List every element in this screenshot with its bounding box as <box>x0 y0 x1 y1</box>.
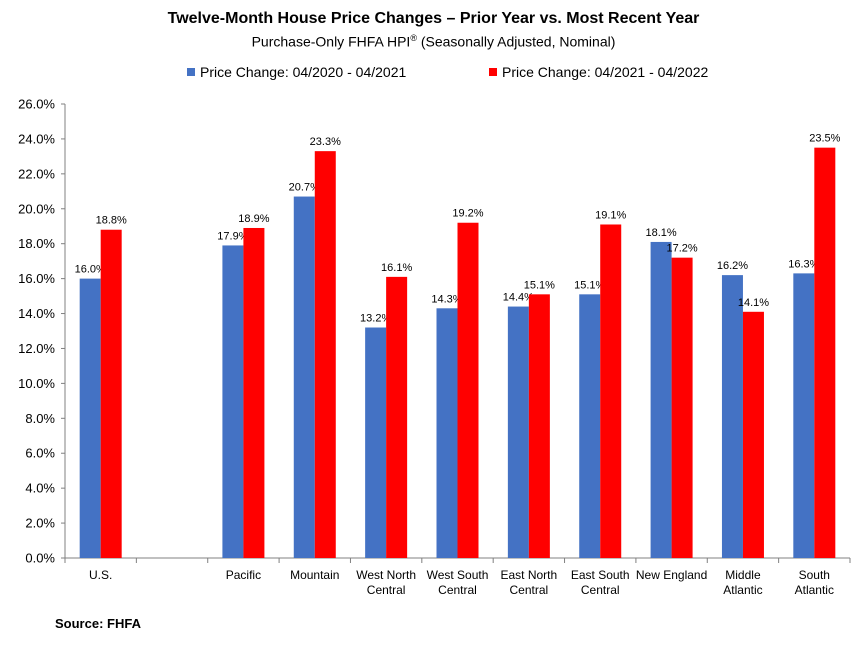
x-tick-label: Central <box>510 583 549 597</box>
x-tick-label: Mountain <box>290 568 339 582</box>
bar-red <box>457 222 479 558</box>
legend-swatch-red <box>489 68 497 76</box>
bar-red <box>243 227 265 558</box>
legend-label-series-2: Price Change: 04/2021 - 04/2022 <box>502 64 709 80</box>
bar-red <box>600 224 622 558</box>
data-label: 16.1% <box>381 262 412 274</box>
legend-label-series-1: Price Change: 04/2020 - 04/2021 <box>200 64 407 80</box>
data-label: 18.1% <box>645 227 676 239</box>
y-tick-label: 12.0% <box>18 341 55 356</box>
data-label: 14.3% <box>431 293 462 305</box>
bar-blue <box>222 245 244 558</box>
y-tick-label: 8.0% <box>25 411 55 426</box>
source-note: Source: FHFA <box>55 616 141 631</box>
bar-blue <box>721 275 743 558</box>
y-tick-label: 22.0% <box>18 166 55 181</box>
bar-red <box>386 276 408 558</box>
bar-blue <box>79 278 101 558</box>
data-label: 23.5% <box>809 133 840 145</box>
bar-blue <box>436 308 458 558</box>
x-tick-label: Pacific <box>226 568 261 582</box>
bar-blue <box>507 306 529 558</box>
x-tick-label: Central <box>367 583 406 597</box>
y-tick-label: 0.0% <box>25 551 55 566</box>
data-label: 19.2% <box>452 208 483 220</box>
x-tick-label: Central <box>438 583 477 597</box>
chart-title: Twelve-Month House Price Changes – Prior… <box>167 10 700 27</box>
y-tick-label: 20.0% <box>18 201 55 216</box>
chart-subtitle: Purchase-Only FHFA HPI® (Seasonally Adju… <box>0 33 867 50</box>
bar-blue <box>650 241 672 558</box>
y-tick-label: 26.0% <box>18 97 55 112</box>
data-label: 17.2% <box>666 243 697 255</box>
data-label: 20.7% <box>289 182 320 194</box>
bar-red <box>100 229 122 558</box>
y-tick-label: 10.0% <box>18 376 55 391</box>
bar-red <box>814 147 836 558</box>
x-tick-label: West North <box>356 568 416 582</box>
data-label: 16.3% <box>788 258 819 270</box>
data-label: 16.2% <box>717 260 748 272</box>
data-label: 13.2% <box>360 313 391 325</box>
bar-red <box>314 151 336 558</box>
data-label: 16.0% <box>75 264 106 276</box>
bar-blue <box>365 327 387 558</box>
x-tick-label: Atlantic <box>723 583 762 597</box>
x-tick-label: West South <box>427 568 489 582</box>
legend-item-series-2: Price Change: 04/2021 - 04/2022 <box>489 64 708 80</box>
x-tick-label: Atlantic <box>795 583 834 597</box>
data-label: 18.9% <box>238 213 269 225</box>
bar-blue <box>579 294 601 558</box>
x-tick-label: East South <box>571 568 630 582</box>
legend-item-series-1: Price Change: 04/2020 - 04/2021 <box>187 64 406 80</box>
bar-blue <box>793 273 815 558</box>
bar-blue <box>293 196 315 559</box>
y-tick-label: 4.0% <box>25 481 55 496</box>
y-tick-label: 16.0% <box>18 271 55 286</box>
bar-red <box>528 294 550 558</box>
y-tick-label: 18.0% <box>18 236 55 251</box>
x-tick-label: Middle <box>725 568 761 582</box>
data-label: 18.8% <box>96 215 127 227</box>
data-label: 19.1% <box>595 209 626 221</box>
registered-mark: ® <box>410 33 417 43</box>
data-label: 14.1% <box>738 297 769 309</box>
x-tick-label: South <box>799 568 830 582</box>
x-tick-label: U.S. <box>89 568 112 582</box>
y-tick-label: 14.0% <box>18 306 55 321</box>
y-tick-label: 24.0% <box>18 131 55 146</box>
data-label: 23.3% <box>310 136 341 148</box>
legend-swatch-blue <box>187 68 195 76</box>
y-tick-label: 2.0% <box>25 516 55 531</box>
data-label: 14.4% <box>503 292 534 304</box>
data-label: 15.1% <box>574 279 605 291</box>
x-tick-label: Central <box>581 583 620 597</box>
subtitle-text: Purchase-Only FHFA HPI <box>251 33 411 50</box>
x-tick-label: East North <box>501 568 558 582</box>
bar-red <box>742 311 764 558</box>
data-label: 17.9% <box>217 230 248 242</box>
bar-red <box>671 257 693 558</box>
data-label: 15.1% <box>524 279 555 291</box>
subtitle-suffix: (Seasonally Adjusted, Nominal) <box>416 33 616 50</box>
y-tick-label: 6.0% <box>25 446 55 461</box>
x-tick-label: New England <box>636 568 707 582</box>
